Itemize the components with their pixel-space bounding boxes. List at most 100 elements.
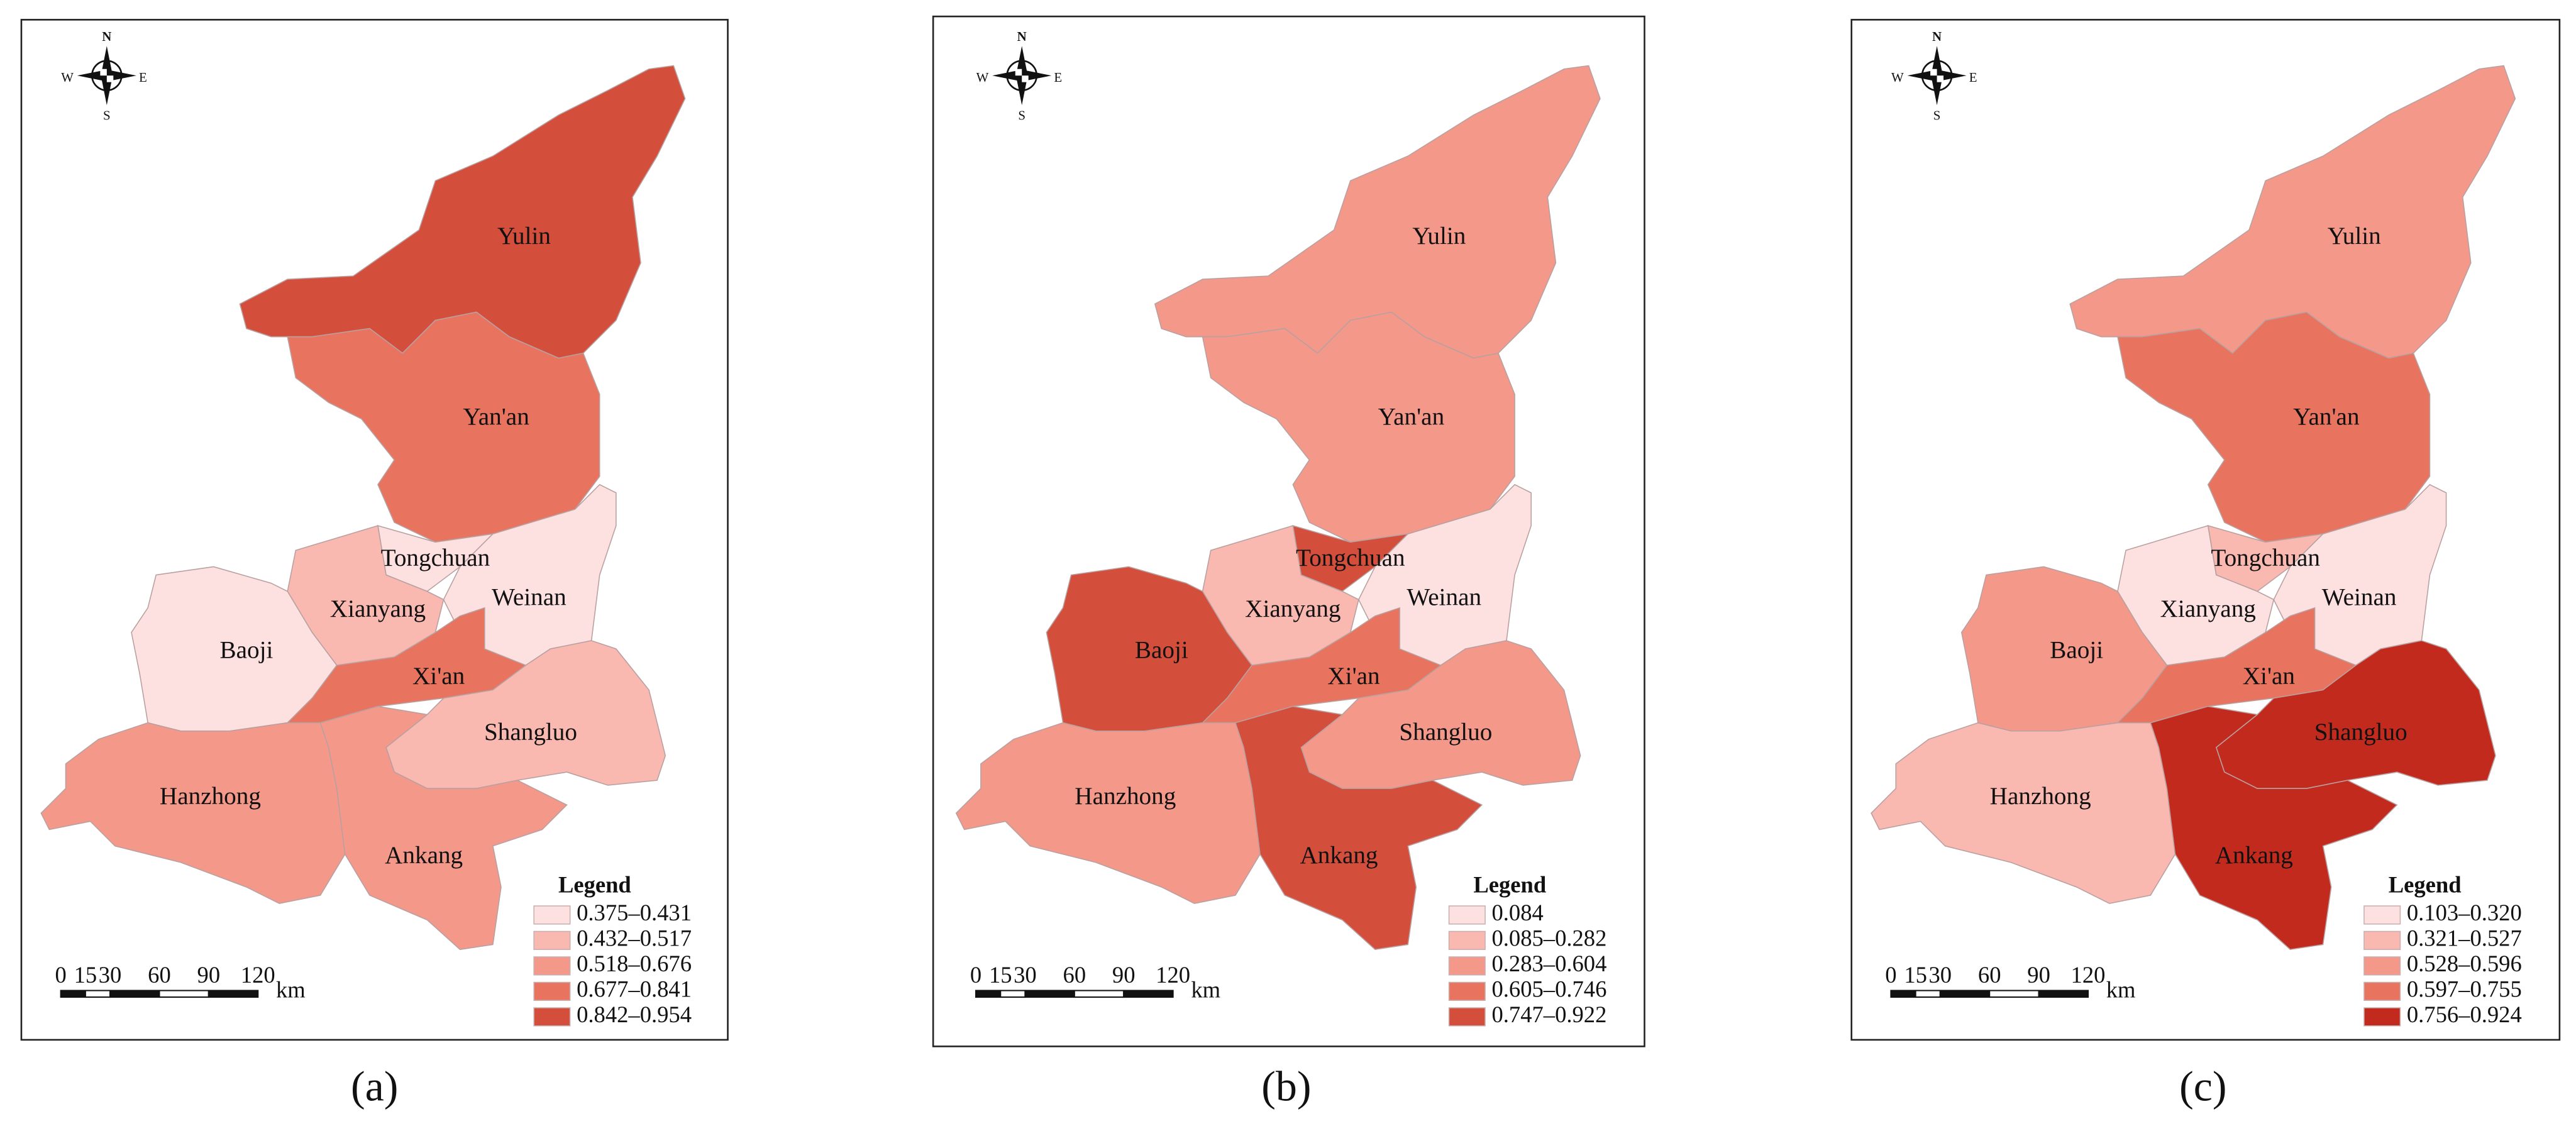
scale-label: 90 — [1112, 962, 1136, 988]
scale-unit: km — [2106, 977, 2136, 1003]
region — [319, 705, 568, 951]
scale-label: 30 — [99, 962, 122, 988]
panel-label: (a) — [351, 1062, 398, 1110]
region-label: Yulin — [1412, 223, 1466, 250]
legend-swatch — [2363, 981, 2401, 1001]
region-label: Baoji — [1135, 636, 1188, 663]
scale-segment — [60, 990, 86, 998]
legend-swatch — [2363, 905, 2401, 925]
region-label: Yan'an — [1378, 403, 1444, 430]
region — [2215, 640, 2496, 789]
compass-e: E — [1054, 70, 1062, 85]
region-label: Xianyang — [1245, 595, 1341, 622]
legend-label: 0.103–0.320 — [2407, 900, 2522, 925]
region — [2150, 705, 2398, 951]
legend-swatch — [533, 1007, 571, 1027]
region — [239, 65, 686, 359]
legend-swatch — [533, 956, 571, 976]
legend-label: 0.084 — [1491, 900, 1543, 925]
legend-swatch — [533, 981, 571, 1001]
scale-label: 30 — [1014, 962, 1037, 988]
compass-center — [1015, 69, 1022, 76]
scale-label: 60 — [148, 962, 171, 988]
panel-frame — [1850, 19, 2561, 1041]
panel-label: (c) — [2179, 1062, 2226, 1110]
legend-label: 0.842–0.954 — [577, 1001, 692, 1027]
compass-center — [100, 69, 107, 76]
region-label: Tongchuan — [2211, 544, 2320, 571]
region — [287, 311, 600, 543]
legend-swatch — [1448, 930, 1486, 951]
compass-n: N — [1932, 29, 1942, 44]
region — [1202, 311, 1515, 543]
scale-segment — [975, 990, 1002, 998]
region-label: Yan'an — [2293, 403, 2359, 430]
region-label: Ankang — [2215, 842, 2293, 869]
legend-label: 0.597–0.755 — [2407, 976, 2522, 1001]
scale-segment — [109, 990, 160, 998]
compass-s: S — [1018, 108, 1025, 123]
legend-swatch — [1448, 905, 1486, 925]
legend-title: Legend — [1473, 871, 1546, 897]
region-label: Shangluo — [1399, 719, 1492, 746]
legend-label: 0.085–0.282 — [1491, 925, 1606, 951]
legend-label: 0.321–0.527 — [2407, 925, 2522, 951]
region-label: Xi'an — [1327, 663, 1379, 690]
region-label: Shangluo — [484, 719, 577, 746]
region — [2117, 311, 2431, 543]
scale-label: 120 — [2071, 962, 2106, 988]
scale-label: 0 — [55, 962, 67, 988]
compass-center — [1937, 75, 1944, 82]
region-label: Yulin — [497, 223, 551, 250]
legend-label: 0.605–0.746 — [1491, 976, 1606, 1001]
region-label: Xianyang — [2160, 595, 2256, 622]
panel-frame — [20, 19, 729, 1041]
compass-center — [1930, 69, 1937, 76]
compass-s: S — [1933, 108, 1941, 123]
legend-label: 0.677–0.841 — [577, 976, 692, 1001]
compass-center — [1022, 75, 1029, 82]
scale-label: 120 — [241, 962, 275, 988]
region-label: Weinan — [2322, 584, 2397, 611]
legend-label: 0.756–0.924 — [2407, 1001, 2522, 1027]
region-label: Shangluo — [2314, 719, 2407, 746]
region — [1300, 640, 1581, 789]
scale-segment — [1890, 990, 1916, 998]
region — [2069, 65, 2516, 359]
legend-label: 0.432–0.517 — [577, 925, 692, 951]
legend-swatch — [2363, 1007, 2401, 1027]
scale-label: 15 — [74, 962, 97, 988]
legend-label: 0.375–0.431 — [577, 900, 692, 925]
panel-label: (b) — [1261, 1062, 1311, 1110]
scale-unit: km — [1191, 977, 1220, 1003]
scale-label: 0 — [1885, 962, 1896, 988]
legend-swatch — [533, 905, 571, 925]
region-label: Weinan — [492, 584, 567, 611]
scale-segment — [1000, 990, 1026, 998]
scale-label: 15 — [1904, 962, 1927, 988]
legend-swatch — [533, 930, 571, 951]
legend-title: Legend — [2389, 871, 2462, 897]
region-label: Tongchuan — [1296, 544, 1405, 571]
region-label: Tongchuan — [381, 544, 490, 571]
region — [1234, 705, 1483, 951]
scale-label: 30 — [1929, 962, 1952, 988]
compass-n: N — [102, 29, 111, 44]
scale-label: 90 — [2027, 962, 2050, 988]
scale-segment — [1024, 990, 1075, 998]
scale-unit: km — [276, 977, 306, 1003]
region — [40, 722, 346, 904]
legend-swatch — [2363, 930, 2401, 951]
region-label: Ankang — [385, 842, 463, 869]
legend-label: 0.747–0.922 — [1491, 1001, 1606, 1027]
scale-segment — [1123, 990, 1174, 998]
scale-segment — [158, 990, 209, 998]
legend-swatch — [1448, 981, 1486, 1001]
region-label: Weinan — [1407, 584, 1481, 611]
region — [385, 640, 666, 789]
legend-label: 0.283–0.604 — [1491, 951, 1606, 976]
